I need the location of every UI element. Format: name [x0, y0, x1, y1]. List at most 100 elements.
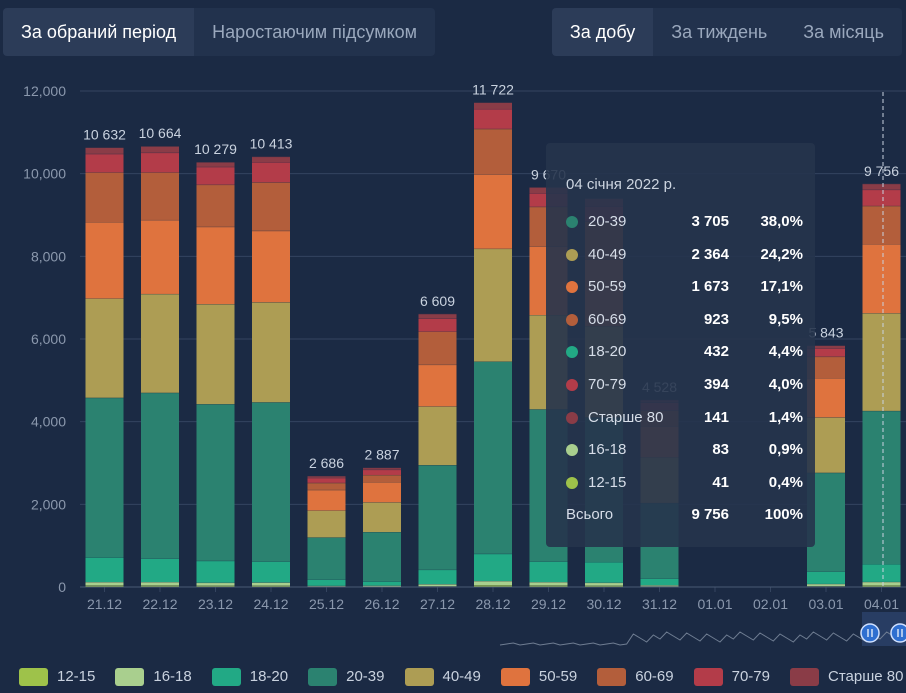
tab-period-mode-1[interactable]: Наростаючим підсумком — [212, 22, 418, 42]
bar-segment-16-18[interactable] — [141, 582, 179, 586]
bar-segment-60-69[interactable] — [307, 482, 346, 490]
legend-item-18-20[interactable]: 18-20 — [211, 667, 288, 686]
bar-segment-50-59[interactable] — [474, 174, 512, 249]
bar-segment-старше-80[interactable] — [363, 467, 401, 470]
bar-segment-18-20[interactable] — [585, 561, 623, 583]
bar-segment-50-59[interactable] — [85, 222, 124, 299]
bar-segment-12-15[interactable] — [141, 585, 179, 587]
bar-segment-20-39[interactable] — [862, 410, 901, 565]
bar-segment-60-69[interactable] — [363, 474, 401, 483]
bar-segment-70-79[interactable] — [418, 318, 457, 332]
bar-segment-20-39[interactable] — [474, 361, 512, 554]
bar-segment-20-39[interactable] — [418, 465, 457, 570]
navigator-handle[interactable] — [860, 623, 880, 643]
navigator-track[interactable] — [80, 612, 906, 646]
legend-item-20-39[interactable]: 20-39 — [308, 667, 385, 686]
bar-segment-50-59[interactable] — [862, 244, 901, 314]
bar-segment-70-79[interactable] — [85, 153, 124, 173]
bar-segment-старше-80[interactable] — [196, 162, 235, 167]
bar-segment-12-15[interactable] — [585, 585, 623, 587]
bar-segment-16-18[interactable] — [862, 581, 901, 586]
bar-segment-40-49[interactable] — [85, 298, 124, 398]
bar-segment-60-69[interactable] — [474, 128, 512, 175]
bar-segment-старше-80[interactable] — [807, 345, 845, 349]
legend-item-старше-80[interactable]: Старше 80 — [790, 667, 903, 686]
bar-segment-70-79[interactable] — [862, 189, 901, 206]
bar-segment-50-59[interactable] — [196, 226, 235, 305]
bar-segment-16-18[interactable] — [85, 582, 124, 586]
bar-segment-60-69[interactable] — [252, 182, 290, 231]
bar-segment-16-18[interactable] — [418, 584, 457, 587]
bar-segment-старше-80[interactable] — [307, 475, 346, 478]
bar-segment-12-15[interactable] — [807, 585, 845, 587]
bar-segment-старше-80[interactable] — [85, 147, 124, 154]
bar-segment-18-20[interactable] — [807, 571, 845, 584]
bar-segment-50-59[interactable] — [307, 489, 346, 511]
bar-segment-70-79[interactable] — [363, 469, 401, 475]
bar-segment-18-20[interactable] — [363, 581, 401, 586]
bar-segment-16-18[interactable] — [252, 582, 290, 586]
bar-segment-12-15[interactable] — [252, 585, 290, 587]
bar-segment-70-79[interactable] — [141, 152, 179, 173]
legend-item-70-79[interactable]: 70-79 — [693, 667, 770, 686]
bar-segment-старше-80[interactable] — [862, 183, 901, 190]
legend-item-16-18[interactable]: 16-18 — [115, 667, 192, 686]
bar-segment-50-59[interactable] — [363, 482, 401, 503]
bar-segment-18-20[interactable] — [85, 557, 124, 583]
legend-item-60-69[interactable]: 60-69 — [597, 667, 674, 686]
bar-segment-20-39[interactable] — [196, 404, 235, 561]
bar-segment-18-20[interactable] — [252, 561, 290, 583]
bar-segment-18-20[interactable] — [141, 558, 179, 583]
bar-segment-70-79[interactable] — [252, 162, 290, 183]
bar-segment-18-20[interactable] — [640, 578, 679, 586]
bar-segment-20-39[interactable] — [363, 532, 401, 582]
bar-segment-16-18[interactable] — [363, 585, 401, 587]
bar-segment-16-18[interactable] — [196, 582, 235, 586]
range-navigator[interactable] — [80, 612, 906, 646]
bar-segment-70-79[interactable] — [307, 477, 346, 483]
bar-segment-старше-80[interactable] — [252, 156, 290, 163]
bar-segment-18-20[interactable] — [474, 553, 512, 582]
bar-segment-70-79[interactable] — [196, 166, 235, 185]
bar-segment-16-18[interactable] — [807, 583, 845, 586]
bar-segment-50-59[interactable] — [418, 364, 457, 407]
bar-segment-60-69[interactable] — [196, 184, 235, 227]
bar-segment-20-39[interactable] — [141, 392, 179, 559]
bar-segment-40-49[interactable] — [418, 406, 457, 466]
bar-segment-60-69[interactable] — [418, 331, 457, 365]
bar-segment-16-18[interactable] — [640, 585, 679, 587]
bar-segment-18-20[interactable] — [862, 564, 901, 582]
bar-segment-20-39[interactable] — [85, 397, 124, 558]
bar-segment-40-49[interactable] — [474, 248, 512, 362]
bar-segment-старше-80[interactable] — [418, 313, 457, 319]
legend-item-12-15[interactable]: 12-15 — [19, 667, 95, 686]
bar-segment-12-15[interactable] — [529, 585, 568, 587]
bar-segment-18-20[interactable] — [196, 560, 235, 583]
tab-granularity-2[interactable]: За місяць — [803, 22, 884, 42]
bar-segment-40-49[interactable] — [141, 293, 179, 393]
bar-segment-18-20[interactable] — [418, 569, 457, 585]
tab-period-mode-0[interactable]: За обраний період — [3, 8, 195, 56]
bar-segment-18-20[interactable] — [307, 579, 346, 586]
tab-granularity-0[interactable]: За добу — [551, 8, 654, 56]
legend-item-50-59[interactable]: 50-59 — [500, 667, 577, 686]
bar-segment-старше-80[interactable] — [141, 146, 179, 153]
bar-segment-40-49[interactable] — [307, 510, 346, 538]
bar-segment-50-59[interactable] — [141, 219, 179, 294]
bar-segment-18-20[interactable] — [529, 561, 568, 583]
bar-segment-12-15[interactable] — [196, 585, 235, 587]
bar-segment-12-15[interactable] — [85, 585, 124, 587]
bar-segment-40-49[interactable] — [196, 304, 235, 405]
bar-segment-20-39[interactable] — [252, 402, 290, 562]
bar-segment-16-18[interactable] — [585, 582, 623, 586]
bar-segment-70-79[interactable] — [474, 108, 512, 129]
tab-granularity-1[interactable]: За тиждень — [671, 22, 768, 42]
bar-segment-60-69[interactable] — [862, 205, 901, 245]
bar-segment-40-49[interactable] — [252, 302, 290, 403]
bar-segment-40-49[interactable] — [862, 313, 901, 411]
legend-item-40-49[interactable]: 40-49 — [404, 667, 481, 686]
bar-segment-60-69[interactable] — [807, 356, 845, 379]
bar-segment-старше-80[interactable] — [474, 102, 512, 109]
bar-segment-12-15[interactable] — [474, 585, 512, 587]
bar-segment-16-18[interactable] — [474, 581, 512, 586]
